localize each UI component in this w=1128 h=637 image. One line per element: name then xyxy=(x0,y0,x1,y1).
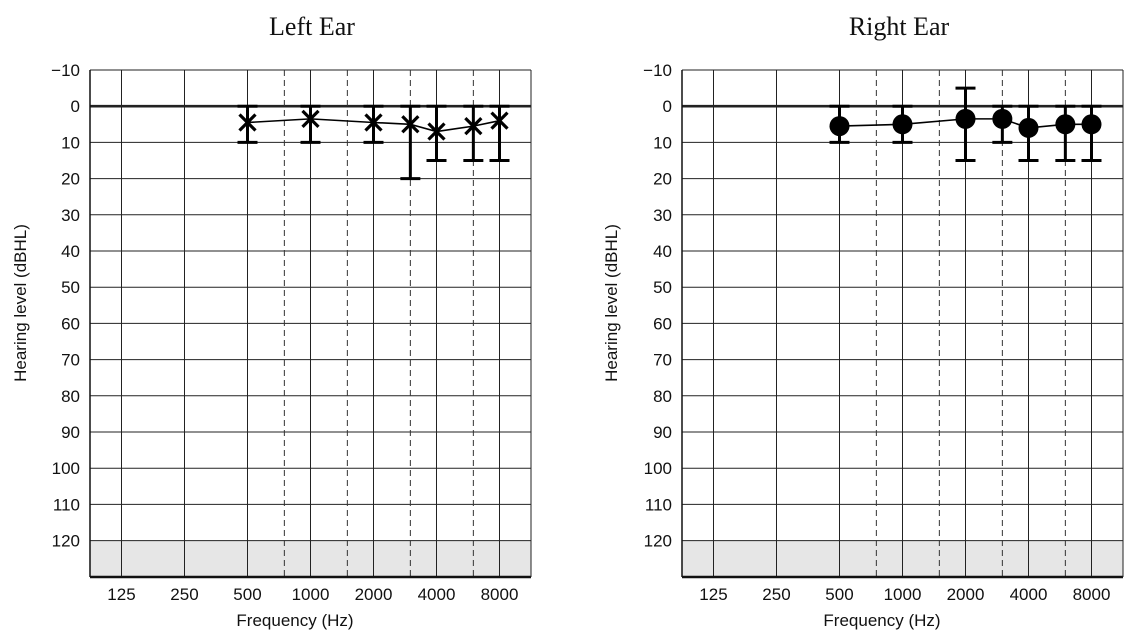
right-y-tick-label: 100 xyxy=(644,459,672,478)
right-y-tick-label: −10 xyxy=(643,61,672,80)
left-ear-x-axis-label: Frequency (Hz) xyxy=(236,611,353,630)
right-ear-title: Right Ear xyxy=(849,12,950,41)
left-x-marker xyxy=(301,109,320,129)
left-y-tick-label: 30 xyxy=(61,206,80,225)
left-x-tick-label: 250 xyxy=(170,585,198,604)
right-x-tick-label: 250 xyxy=(762,585,790,604)
right-circle-marker xyxy=(892,114,913,135)
right-y-tick-label: 0 xyxy=(663,97,672,116)
left-x-marker xyxy=(238,113,257,132)
left-y-tick-label: 100 xyxy=(52,459,80,478)
right-circle-marker xyxy=(829,116,850,137)
right-circle-marker xyxy=(1081,114,1102,135)
right-y-tick-label: 40 xyxy=(653,242,672,261)
right-circle-marker xyxy=(955,108,976,129)
right-circle-marker xyxy=(1055,114,1076,135)
right-ear-audiogram: Right Ear Frequency (Hz) Hearing level (… xyxy=(602,12,1124,630)
right-y-tick-label: 80 xyxy=(653,387,672,406)
left-x-tick-label: 8000 xyxy=(481,585,519,604)
left-x-tick-label: 4000 xyxy=(418,585,456,604)
right-y-tick-label: 90 xyxy=(653,423,672,442)
left-x-tick-label: 2000 xyxy=(355,585,393,604)
left-y-tick-label: 80 xyxy=(61,387,80,406)
right-circle-marker xyxy=(1018,117,1039,138)
right-x-tick-label: 1000 xyxy=(884,585,922,604)
left-x-tick-label: 125 xyxy=(107,585,135,604)
left-x-tick-label: 1000 xyxy=(292,585,330,604)
left-y-tick-label: 70 xyxy=(61,351,80,370)
right-ear-y-axis-label: Hearing level (dBHL) xyxy=(602,224,621,382)
left-y-tick-label: 0 xyxy=(71,97,80,116)
left-y-tick-label: −10 xyxy=(51,61,80,80)
left-y-tick-label: 110 xyxy=(53,495,80,514)
left-ear-audiogram: Left Ear Frequency (Hz) Hearing level (d… xyxy=(11,12,532,630)
left-x-marker xyxy=(427,122,446,141)
right-y-tick-label: 60 xyxy=(653,314,672,333)
right-circle-marker xyxy=(992,108,1013,129)
left-ear-title: Left Ear xyxy=(269,12,355,41)
right-y-tick-label: 110 xyxy=(645,495,672,514)
left-y-tick-label: 50 xyxy=(61,278,80,297)
right-y-tick-label: 70 xyxy=(653,351,672,370)
left-ear-y-axis-label: Hearing level (dBHL) xyxy=(11,224,30,382)
right-x-tick-label: 500 xyxy=(825,585,853,604)
right-x-tick-label: 4000 xyxy=(1010,585,1048,604)
right-x-tick-label: 125 xyxy=(699,585,727,604)
left-y-tick-label: 90 xyxy=(61,423,80,442)
right-y-tick-label: 30 xyxy=(653,206,672,225)
left-y-tick-label: 40 xyxy=(61,242,80,261)
right-y-tick-label: 10 xyxy=(653,133,672,152)
right-x-tick-label: 2000 xyxy=(947,585,985,604)
left-y-tick-label: 20 xyxy=(61,170,80,189)
left-x-marker xyxy=(401,115,420,134)
left-x-marker xyxy=(490,111,509,130)
left-y-tick-label: 60 xyxy=(61,314,80,333)
left-x-tick-label: 500 xyxy=(233,585,261,604)
left-y-tick-label: 10 xyxy=(61,133,80,152)
right-y-tick-label: 120 xyxy=(644,532,672,551)
left-x-marker xyxy=(364,113,383,132)
right-ear-x-axis-label: Frequency (Hz) xyxy=(823,611,940,630)
right-y-tick-label: 20 xyxy=(653,170,672,189)
right-x-tick-label: 8000 xyxy=(1073,585,1111,604)
right-y-tick-label: 50 xyxy=(653,278,672,297)
left-x-marker xyxy=(464,116,483,136)
left-y-tick-label: 120 xyxy=(52,532,80,551)
